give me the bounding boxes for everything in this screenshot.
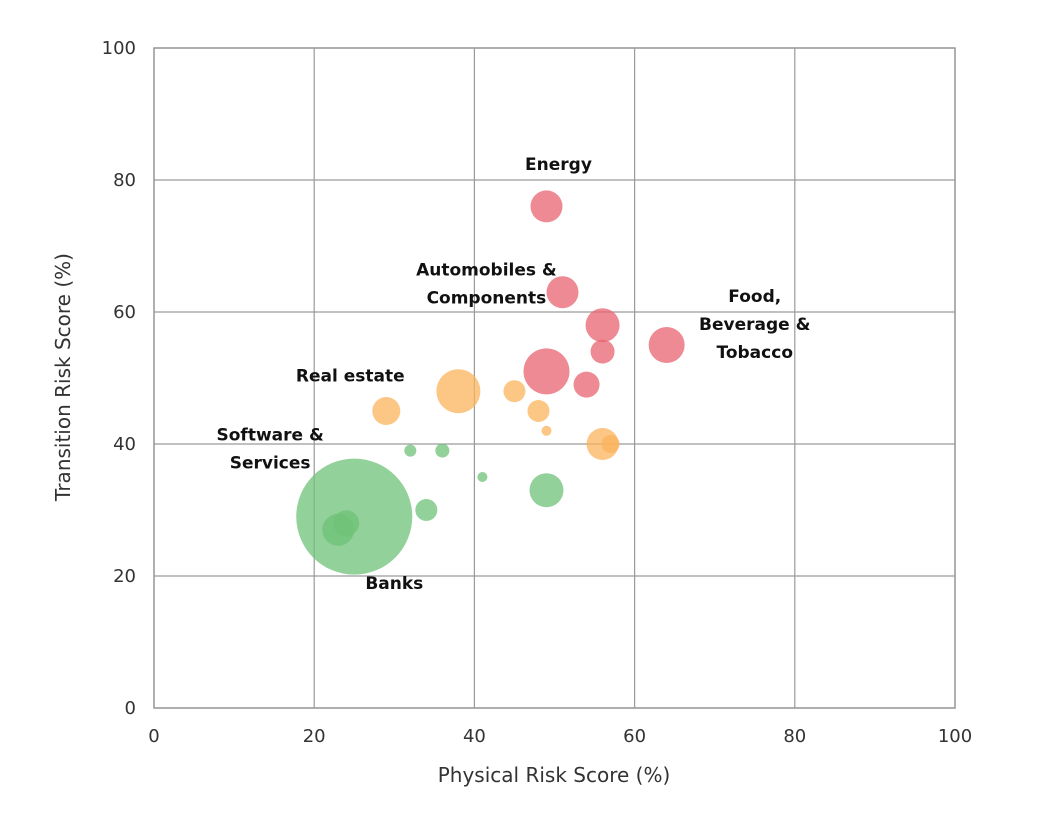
x-tick-label: 100 — [938, 726, 972, 747]
sector-annotation: Software & Services — [217, 426, 324, 474]
bubble-orange — [527, 400, 550, 422]
x-axis-label: Physical Risk Score (%) — [438, 763, 671, 787]
y-axis-ticks: 0 20 40 60 80 100 — [102, 38, 136, 719]
bubble-red — [585, 308, 620, 343]
sector-annotation: Banks — [365, 574, 423, 594]
y-tick-label: 0 — [125, 698, 136, 719]
y-tick-label: 20 — [113, 566, 136, 587]
bubble-green — [435, 443, 450, 458]
bubble-green — [477, 472, 488, 482]
sector-annotation: Automobiles & Components — [416, 261, 557, 309]
x-tick-label: 60 — [623, 726, 646, 747]
sector-annotation: Energy — [525, 155, 592, 175]
grid-lines — [153, 47, 956, 709]
sector-annotation: Food, Beverage & Tobacco — [699, 287, 811, 363]
bubble-orange — [372, 397, 401, 425]
annotations: Energy Automobiles & Components Food, Bevera… — [217, 155, 811, 594]
y-tick-label: 80 — [113, 170, 136, 191]
bubble-orange — [601, 435, 620, 453]
bubble-red — [530, 190, 563, 223]
x-axis-ticks: 0 20 40 60 80 100 — [148, 726, 972, 747]
bubble-green — [404, 444, 417, 457]
bubble-orange — [436, 369, 481, 414]
y-tick-label: 60 — [113, 302, 136, 323]
x-tick-label: 40 — [463, 726, 486, 747]
x-tick-label: 0 — [148, 726, 159, 747]
bubble-orange — [541, 425, 552, 436]
bubble-green — [333, 510, 360, 537]
bubble-red — [573, 371, 600, 398]
bubble-red — [523, 348, 570, 395]
bubble-red — [590, 339, 615, 364]
bubble-green — [529, 473, 564, 508]
bubble-red — [648, 327, 685, 363]
y-axis-label: Transition Risk Score (%) — [51, 253, 75, 502]
bubble-orange — [503, 380, 526, 403]
x-tick-label: 80 — [783, 726, 806, 747]
sector-annotation: Real estate — [296, 366, 405, 386]
bubble-green — [415, 499, 438, 521]
x-tick-label: 20 — [303, 726, 326, 747]
bubble-red — [546, 276, 579, 309]
y-tick-label: 100 — [102, 38, 136, 59]
bubbles — [296, 190, 685, 575]
y-tick-label: 40 — [113, 434, 136, 455]
